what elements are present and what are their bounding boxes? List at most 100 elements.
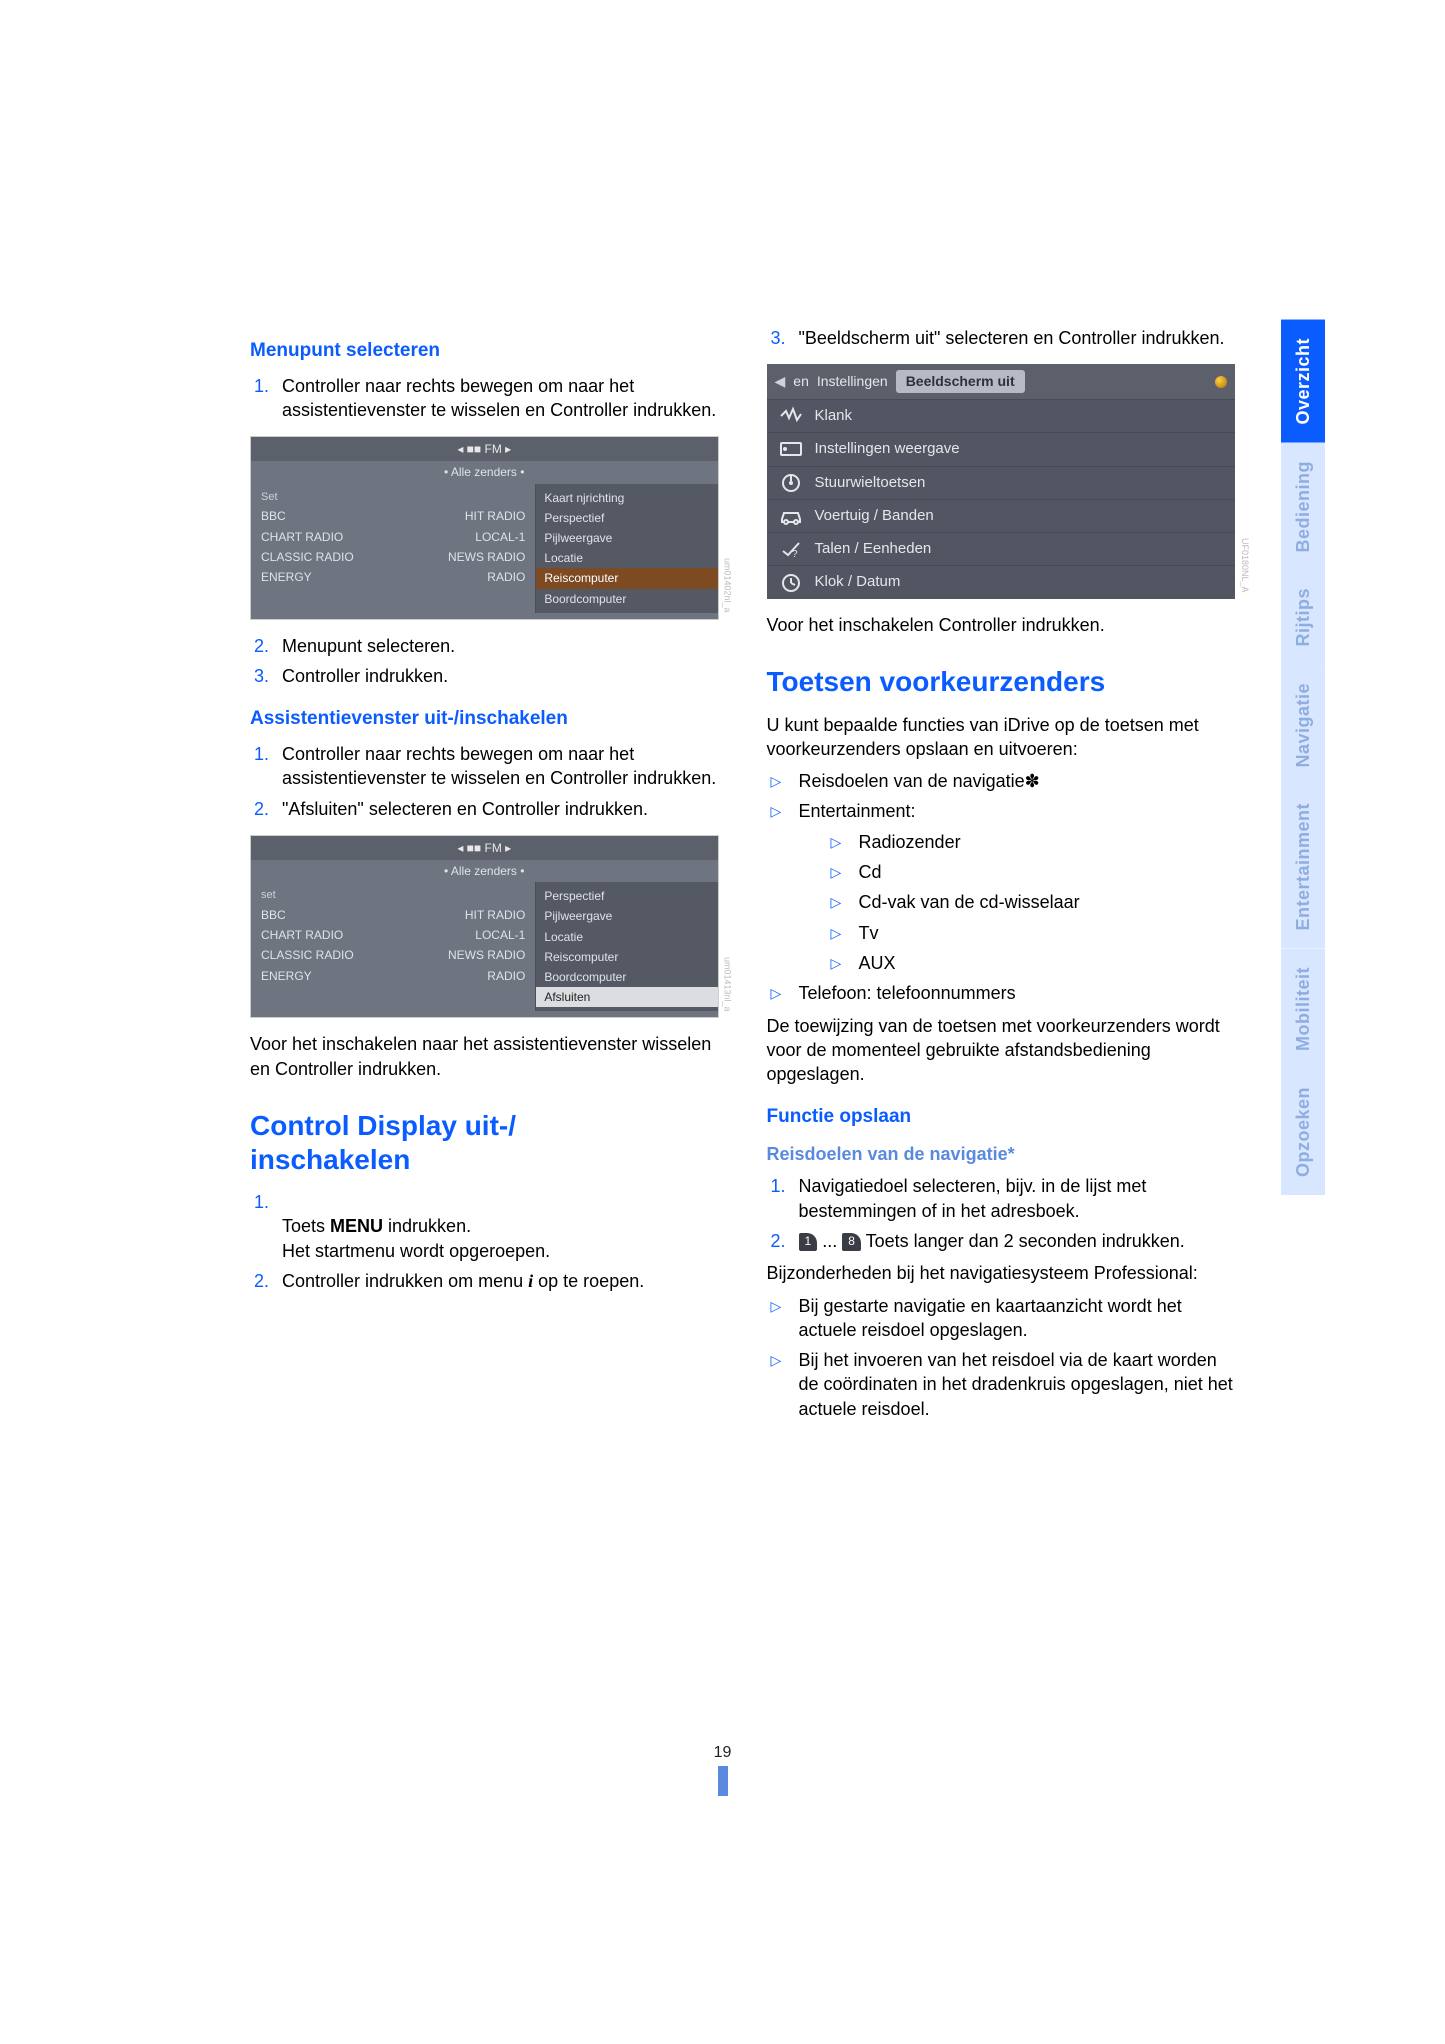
assist-after-text: Voor het inschakelen naar het assistenti… — [250, 1032, 719, 1081]
fig-menu-item: Perspectief — [544, 508, 709, 528]
bijz-list: Bij gestarte navigatie en kaartaanzicht … — [767, 1294, 1236, 1421]
fig-cell: LOCAL-1 — [475, 927, 525, 943]
key-8-icon: 8 — [842, 1233, 861, 1251]
list-item: Tv — [827, 921, 1236, 945]
heading-reisdoelen: Reisdoelen van de navigatie* — [767, 1142, 1236, 1166]
fig-menu-item: Locatie — [544, 548, 709, 568]
text: Toets — [282, 1216, 330, 1236]
fig-cell: NEWS RADIO — [448, 947, 525, 963]
list-item: Radiozender — [827, 830, 1236, 854]
clock-icon — [779, 573, 803, 593]
fig3-row: Instellingen weergave — [767, 432, 1236, 465]
status-dot-icon — [1215, 376, 1227, 388]
fig-menu-item: Reiscomputer — [544, 947, 709, 967]
display-icon — [779, 440, 803, 460]
list-item: "Afsluiten" selecteren en Controller ind… — [250, 797, 719, 821]
svg-text:?: ? — [792, 549, 798, 559]
fig-menu-item: Locatie — [544, 927, 709, 947]
fig3-row: Voertuig / Banden — [767, 499, 1236, 532]
steering-icon — [779, 473, 803, 493]
page-number-bar — [718, 1766, 728, 1796]
menu-keyword: MENU — [330, 1216, 383, 1236]
toetsen-intro: U kunt bepaalde functies van iDrive op d… — [767, 713, 1236, 762]
list-item: Controller naar rechts bewegen om naar h… — [250, 742, 719, 791]
heading-control-display: Control Display uit-/ inschakelen — [250, 1109, 719, 1176]
tab-rijtips[interactable]: Rijtips — [1281, 570, 1325, 665]
list-item: Reisdoelen van de navigatie✽ — [767, 769, 1236, 793]
crumb-current: Beeldscherm uit — [896, 370, 1025, 393]
list-item: Entertainment: Radiozender Cd Cd-vak van… — [767, 799, 1236, 975]
fig2-subtitle: • Alle zenders • — [251, 860, 718, 882]
bijz-intro: Bijzonderheden bij het navigatiesysteem … — [767, 1261, 1236, 1285]
list-item: Cd-vak van de cd-wisselaar — [827, 890, 1236, 914]
list-item: Cd — [827, 860, 1236, 884]
fig-menu-item: Pijlweergave — [544, 528, 709, 548]
list-item: Telefoon: telefoonnummers — [767, 981, 1236, 1005]
fig-cell: CLASSIC RADIO — [261, 947, 354, 963]
text: op te roepen. — [533, 1271, 644, 1291]
language-icon: ? — [779, 539, 803, 559]
assist-steps: Controller naar rechts bewegen om naar h… — [250, 742, 719, 821]
menupunt-steps-cont: Menupunt selecteren. Controller indrukke… — [250, 634, 719, 689]
fig-menu-label: Stuurwieltoetsen — [815, 473, 926, 493]
tab-mobiliteit[interactable]: Mobiliteit — [1281, 949, 1325, 1069]
tab-navigatie[interactable]: Navigatie — [1281, 665, 1325, 786]
fig3-row: Klank — [767, 399, 1236, 432]
page-number: 19 — [714, 1742, 732, 1764]
control-steps-cont: "Beeldscherm uit" selecteren en Controll… — [767, 326, 1236, 350]
crumb-section: Instellingen — [817, 372, 888, 391]
toetsen-after: De toewijzing van de toetsen met voorkeu… — [767, 1014, 1236, 1087]
fig-menu-highlight: Afsluiten — [536, 987, 717, 1007]
fig2-set: set — [261, 886, 525, 905]
reis-steps: Navigatiedoel selecteren, bijv. in de li… — [767, 1174, 1236, 1253]
fig-menu-item: Perspectief — [544, 886, 709, 906]
entertainment-sublist: Radiozender Cd Cd-vak van de cd-wisselaa… — [827, 830, 1236, 975]
fig1-set: Set — [261, 488, 525, 507]
after-fig3-text: Voor het inschakelen Controller indrukke… — [767, 613, 1236, 637]
fig-menu-label: Klok / Datum — [815, 572, 901, 592]
fig3-row: Klok / Datum — [767, 565, 1236, 598]
fig-menu-highlight: Reiscomputer — [536, 568, 717, 588]
fig2-code: um01413nl_a — [721, 957, 733, 1012]
car-icon — [779, 506, 803, 526]
list-item: "Beeldscherm uit" selecteren en Controll… — [767, 326, 1236, 350]
fig-cell: RADIO — [487, 569, 525, 585]
fig-cell: HIT RADIO — [465, 508, 525, 524]
list-item: Bij gestarte navigatie en kaartaanzicht … — [767, 1294, 1236, 1343]
toetsen-list: Reisdoelen van de navigatie✽ Entertainme… — [767, 769, 1236, 1005]
tab-opzoeken[interactable]: Opzoeken — [1281, 1069, 1325, 1195]
sound-icon — [779, 406, 803, 426]
text: Controller indrukken om menu — [282, 1271, 528, 1291]
menupunt-steps: Controller naar rechts bewegen om naar h… — [250, 374, 719, 423]
fig-cell: CHART RADIO — [261, 529, 343, 545]
fig-menu-label: Talen / Eenheden — [815, 539, 932, 559]
fig-cell: CLASSIC RADIO — [261, 549, 354, 565]
list-item: Menupunt selecteren. — [250, 634, 719, 658]
text: Toets langer dan 2 seconden indrukken. — [861, 1231, 1185, 1251]
fig-cell: BBC — [261, 907, 286, 923]
tab-bediening[interactable]: Bediening — [1281, 443, 1325, 571]
tab-entertainment[interactable]: Entertainment — [1281, 785, 1325, 949]
figure-radio-reiscomputer: ◂ ■■ FM ▸ • Alle zenders • Set BBCHIT RA… — [250, 436, 719, 620]
fig-cell: ENERGY — [261, 569, 312, 585]
text: ... — [817, 1231, 842, 1251]
fig3-row: Stuurwieltoetsen — [767, 466, 1236, 499]
fig1-code: um01402nl_a — [721, 558, 733, 613]
fig-cell: CHART RADIO — [261, 927, 343, 943]
list-item: AUX — [827, 951, 1236, 975]
fig-menu-label: Instellingen weergave — [815, 439, 960, 459]
key-1-icon: 1 — [799, 1233, 818, 1251]
fig-menu-item: Boordcomputer — [544, 589, 709, 609]
fig-menu-item: Kaart njrichting — [544, 488, 709, 508]
fig-cell: RADIO — [487, 968, 525, 984]
control-steps: Toets MENU indrukken. Het startmenu word… — [250, 1190, 719, 1293]
list-item: Bij het invoeren van het reisdoel via de… — [767, 1348, 1236, 1421]
figure-instellingen: ◀ en Instellingen Beeldscherm uit Klank … — [767, 364, 1236, 598]
fig-cell: BBC — [261, 508, 286, 524]
tab-overzicht[interactable]: Overzicht — [1281, 320, 1325, 443]
fig-menu-label: Klank — [815, 406, 853, 426]
fig-menu-label: Voertuig / Banden — [815, 506, 934, 526]
list-item: 1 ... 8 Toets langer dan 2 seconden indr… — [767, 1229, 1236, 1253]
text: Entertainment: — [799, 801, 916, 821]
fig-cell: NEWS RADIO — [448, 549, 525, 565]
